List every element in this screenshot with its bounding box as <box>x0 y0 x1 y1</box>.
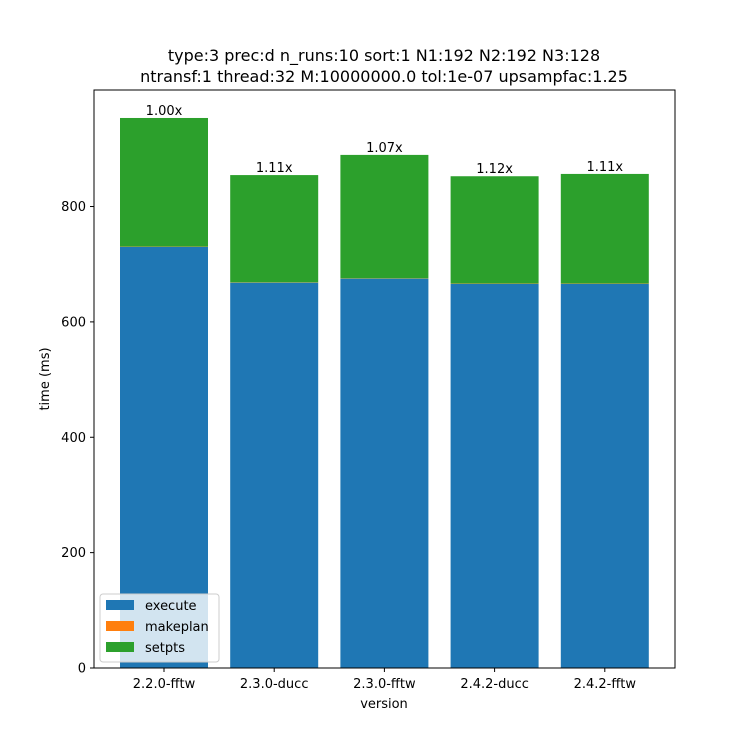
x-tick-label: 2.2.0-fftw <box>133 677 196 692</box>
bar-setpts-2.4.2-ducc <box>451 176 539 283</box>
bar-speedup-label: 1.11x <box>256 161 293 176</box>
legend-label-setpts: setpts <box>145 641 185 656</box>
bar-speedup-label: 1.00x <box>146 104 183 119</box>
y-tick-label: 200 <box>61 546 86 561</box>
legend-swatch-makeplan <box>106 621 134 631</box>
x-tick-label: 2.3.0-fftw <box>353 677 416 692</box>
x-axis-label: version <box>360 697 408 712</box>
bar-setpts-2.3.0-fftw <box>340 155 428 278</box>
chart-title-line-2: ntransf:1 thread:32 M:10000000.0 tol:1e-… <box>140 67 628 86</box>
legend-label-makeplan: makeplan <box>145 620 209 635</box>
bar-setpts-2.4.2-fftw <box>561 174 649 284</box>
bar-execute-2.3.0-fftw <box>340 279 428 668</box>
bar-execute-2.4.2-ducc <box>451 284 539 668</box>
y-tick-label: 0 <box>78 662 86 677</box>
legend-label-execute: execute <box>145 599 197 614</box>
y-tick-label: 600 <box>61 315 86 330</box>
bar-speedup-label: 1.12x <box>476 162 513 177</box>
bar-speedup-label: 1.07x <box>366 141 403 156</box>
bars-layer <box>120 118 649 668</box>
chart-title-line-1: type:3 prec:d n_runs:10 sort:1 N1:192 N2… <box>168 46 600 66</box>
y-axis-label: time (ms) <box>38 347 53 410</box>
x-tick-label: 2.3.0-ducc <box>240 677 309 692</box>
legend: execute makeplan setpts <box>100 594 219 662</box>
y-tick-label: 400 <box>61 431 86 446</box>
y-tick-label: 800 <box>61 200 86 215</box>
bar-setpts-2.2.0-fftw <box>120 118 208 247</box>
legend-swatch-setpts <box>106 642 134 652</box>
bar-execute-2.4.2-fftw <box>561 284 649 668</box>
legend-swatch-execute <box>106 600 134 610</box>
x-tick-label: 2.4.2-ducc <box>460 677 529 692</box>
bar-speedup-label: 1.11x <box>586 160 623 175</box>
bar-setpts-2.3.0-ducc <box>230 175 318 282</box>
bar-execute-2.3.0-ducc <box>230 283 318 668</box>
x-tick-label: 2.4.2-fftw <box>574 677 637 692</box>
